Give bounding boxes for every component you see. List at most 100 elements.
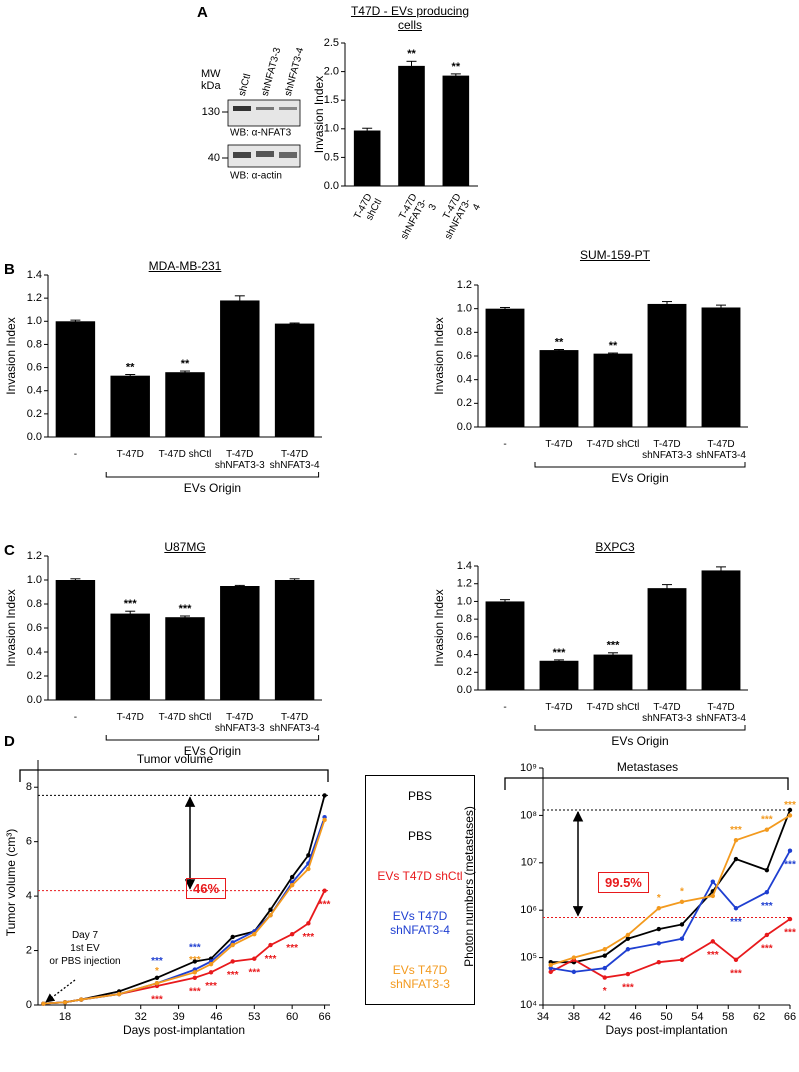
significance: *** [730,825,742,836]
chart-title: SUM-159-PT [579,248,650,262]
marker: 40 [208,152,220,164]
y-tick-label: 1.2 [457,578,472,590]
y-tick-label: 1.0 [457,595,472,607]
point [710,939,716,944]
y-tick-label: 10⁵ [520,952,537,964]
y-tick-label: 0.2 [457,397,472,409]
x-tick-label: 54 [691,1011,703,1023]
band [233,152,251,158]
point [289,874,295,880]
x-tick-label: 66 [784,1011,796,1023]
point [62,1000,68,1005]
y-tick-label: 0.2 [457,666,472,678]
point [625,936,631,941]
x-tick-label: 34 [537,1011,549,1023]
significance: ** [126,361,135,373]
point [602,965,607,971]
x-tick-label: 46 [210,1011,222,1023]
bar [274,580,315,700]
point [764,827,770,832]
point [602,947,607,952]
point [268,912,273,918]
y-tick-label: 0.6 [27,622,42,634]
significance: *** [151,956,163,967]
significance: *** [707,950,719,961]
bar [701,570,741,690]
x-tick-label: T-47D shCtl [586,702,640,713]
group-bracket [105,735,320,741]
bar [593,353,633,427]
point [252,956,257,961]
y-tick-label: 10⁶ [520,904,537,916]
point [602,975,607,980]
bar [593,654,633,690]
point [306,866,311,872]
point [571,969,577,975]
legend-entry: PBS [407,829,432,843]
wb-label: WB: α-actin [230,171,282,182]
band [233,106,251,111]
y-tick-label: 1.2 [27,292,42,304]
y-tick-label: 10⁸ [520,809,537,821]
point [192,959,198,964]
y-axis-label: Invasion Index [432,589,446,666]
marker: 130 [202,106,220,118]
significance: *** [189,986,201,997]
x-tick-label: T-47D shNFAT3-3 [642,702,692,724]
x-tick-label: T-47D shNFAT3-3 [642,439,692,461]
significance: *** [784,928,796,939]
point [548,969,553,975]
point [656,959,661,965]
x-tick-label: T-47D shNFAT3-3 [214,712,265,734]
point [787,807,793,813]
point [679,957,685,962]
y-tick-label: 1.2 [457,279,472,291]
point [79,997,84,1002]
significance: *** [227,970,239,981]
x-tick-label: T-47D shCtl [586,439,640,450]
significance: *** [319,899,331,910]
x-tick-label: T-47D [116,712,144,723]
bar [220,586,260,700]
significance: ** [407,48,416,60]
legend-entry: EVs T47D shCtl [377,869,463,883]
bracket [504,777,789,790]
bar [55,580,96,700]
panel-label: B [4,261,15,278]
point [268,907,273,912]
y-tick-label: 0.4 [27,646,42,658]
x-tick-label: 42 [599,1011,611,1023]
point [322,817,327,823]
point [710,879,716,884]
x-tick-label: T-47D shNFAT3-4 [269,712,320,734]
point [230,959,235,964]
x-tick-label: 39 [172,1011,184,1023]
y-tick-label: 2.0 [324,66,339,78]
point [192,975,198,980]
x-tick-label: T-47D shNFAT3-4 [696,439,746,461]
point [656,941,661,946]
x-axis-label: Days post-implantation [123,1023,245,1037]
injection-arrow [45,979,76,1003]
point [733,957,739,962]
chart-title: Metastases [617,760,678,774]
point [154,981,160,986]
x-tick-label: - [503,439,507,450]
y-tick-label: 0.8 [27,338,42,350]
point [679,899,685,905]
legend-title: PBS [407,789,432,803]
point [230,942,235,948]
panel-label: A [197,4,208,21]
x-tick-label: 38 [568,1011,580,1023]
y-tick-label: 6 [26,836,32,848]
point [192,970,198,975]
legend-entry: EVs T47D shNFAT3-3 [390,963,450,991]
bar [353,130,381,186]
lane-label: shCtl [237,73,254,98]
x-tick-label: - [73,712,78,723]
x-tick-label: T-47D shNFAT3-4 [269,449,320,471]
x-tick-label: 58 [722,1011,734,1023]
x-tick-label: T-47D shNFAT3-3 [214,449,265,471]
point [764,932,770,938]
wb-label: WB: α-NFAT3 [230,128,292,139]
